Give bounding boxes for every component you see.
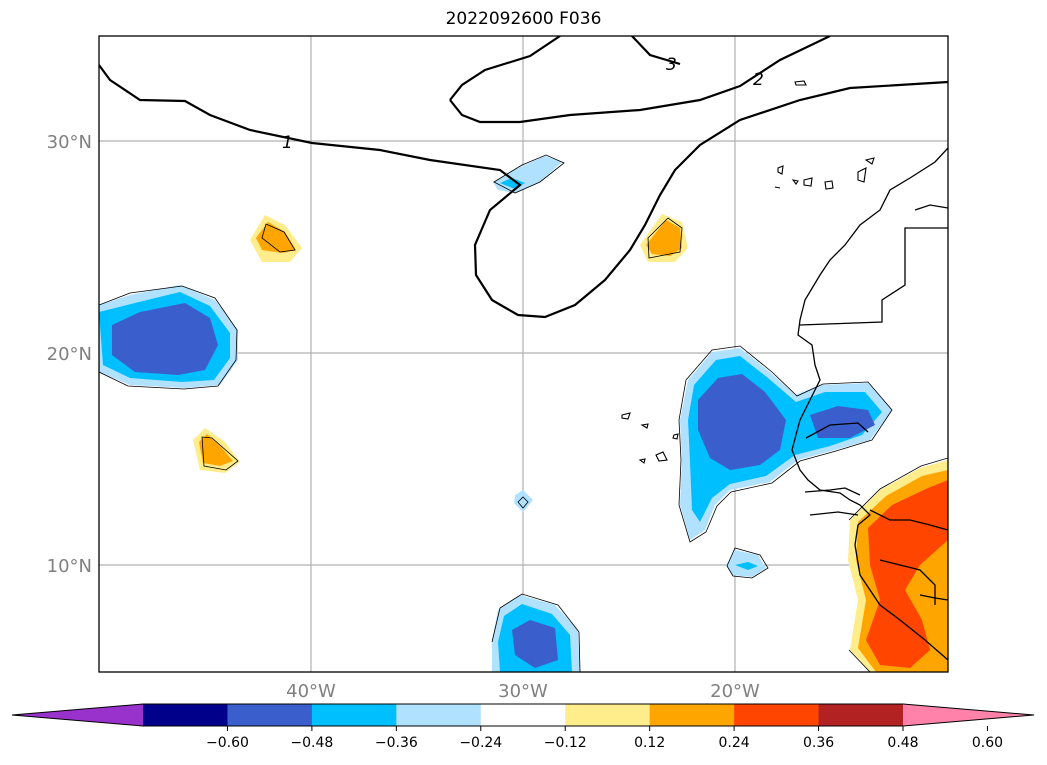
- lon-label-40w: 40°W: [286, 681, 336, 702]
- lon-label-30w: 30°W: [498, 681, 548, 702]
- colorbar-extend-high: [903, 704, 1034, 726]
- contour-label-2: 2: [753, 70, 764, 90]
- anomaly-south-negative: [491, 593, 581, 672]
- coastlines: [791, 147, 948, 661]
- colorbar-segment: [396, 704, 482, 726]
- colorbar-segment: [649, 704, 735, 726]
- lon-label-20w: 20°W: [710, 681, 760, 702]
- colorbar-segment: [311, 704, 397, 726]
- contour-lines: [99, 36, 948, 319]
- colorbar-tick-label: 0.60: [972, 735, 1003, 751]
- anomaly-10n-negative: [726, 547, 769, 579]
- colorbar-tick-label: 0.12: [634, 735, 665, 751]
- anomaly-cape-verde-negative: [678, 345, 893, 543]
- colorbar-tick-label: −0.12: [544, 735, 587, 751]
- colorbar-segment: [227, 704, 313, 726]
- contour-label-1: 1: [282, 133, 293, 153]
- colorbar-tick-label: −0.60: [206, 735, 249, 751]
- colorbar-tick-label: −0.36: [375, 735, 418, 751]
- map-title: 2022092600 F036: [445, 9, 602, 29]
- colorbar-tick-label: 0.36: [803, 735, 834, 751]
- anomaly-west-negative: [99, 285, 238, 390]
- colorbar: −0.60 −0.48 −0.36 −0.24 −0.12 0.12 0.24 0.36 0.4…: [11, 703, 1035, 751]
- colorbar-tick-label: 0.48: [887, 735, 918, 751]
- islands: [621, 80, 875, 464]
- lat-label-20n: 20°N: [47, 344, 92, 365]
- colorbar-extend-low: [12, 704, 143, 726]
- anomaly-small-negative: [493, 154, 565, 512]
- colorbar-segment: [734, 704, 820, 726]
- colorbar-segment: [480, 704, 566, 726]
- colorbar-segment: [565, 704, 651, 726]
- contour-label-3: 3: [666, 55, 677, 75]
- anomaly-positive-spots: [193, 214, 688, 473]
- colorbar-tick-label: 0.24: [719, 735, 750, 751]
- lat-label-10n: 10°N: [47, 556, 92, 577]
- anomaly-west-africa-positive: [848, 457, 948, 672]
- colorbar-segment: [143, 704, 228, 726]
- colorbar-tick-label: −0.48: [290, 735, 333, 751]
- map-frame: [98, 35, 949, 673]
- colorbar-segment: [818, 704, 904, 726]
- lat-label-30n: 30°N: [47, 132, 92, 153]
- colorbar-tick-label: −0.24: [459, 735, 502, 751]
